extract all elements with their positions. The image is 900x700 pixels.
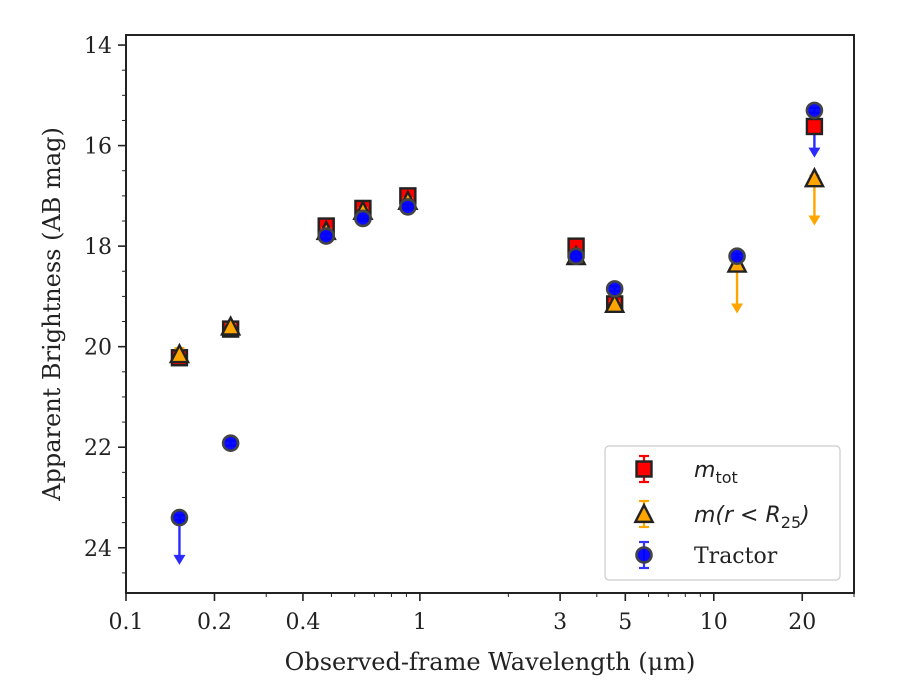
legend-marker-circle (635, 546, 653, 564)
x-tick-label: 20 (788, 610, 816, 635)
legend-marker-triangle (633, 502, 655, 524)
legend-marker-square (635, 460, 653, 478)
upper-limit-arrowhead (808, 215, 821, 226)
y-tick-label: 22 (84, 436, 112, 461)
y-tick-label: 16 (84, 135, 112, 160)
axes: 14 16 18 20 22 24 0.1 0.2 0.4 1 3 5 10 20 (84, 34, 855, 635)
upper-limit-arrowhead (731, 303, 744, 314)
data-point-triangle (168, 342, 191, 364)
y-tick-label: 24 (84, 537, 112, 562)
data-point-circle (170, 508, 189, 527)
x-tick-label: 3 (553, 610, 567, 635)
legend-label-main: m(r < R (694, 503, 781, 528)
data-point-circle (567, 247, 585, 265)
y-tick-label: 20 (84, 336, 112, 361)
legend-label: mtot (694, 458, 738, 487)
x-tick-label: 1 (413, 610, 427, 635)
x-tick-label: 0.2 (197, 610, 232, 635)
x-axis-label: Observed-frame Wavelength (μm) (285, 648, 696, 676)
data-point-circle (728, 247, 746, 265)
legend-label-tail: ) (799, 503, 810, 528)
legend-label-main: Tractor (694, 544, 778, 569)
legend-label-subscript: 25 (781, 513, 801, 532)
data-point-circle (399, 198, 417, 216)
legend: mtot m(r < R25) Tractor (604, 445, 841, 581)
legend-label: m(r < R25) (694, 503, 810, 532)
x-tick-label: 10 (700, 610, 728, 635)
x-tick-label: 0.4 (285, 610, 320, 635)
series-circle (170, 101, 824, 565)
data-point-triangle (220, 315, 242, 336)
plot-marks (168, 101, 826, 565)
data-point-circle (354, 209, 372, 228)
y-axis-label: Apparent Brightness (AB mag) (38, 127, 66, 502)
x-tick-label: 0.1 (109, 610, 144, 635)
data-point-circle (805, 101, 824, 120)
data-point-circle (605, 280, 624, 298)
data-point-square (805, 117, 824, 136)
legend-label: Tractor (694, 544, 778, 569)
upper-limit-arrowhead (173, 554, 186, 565)
legend-label-subscript: tot (715, 468, 737, 487)
legend-label-main: m (694, 458, 715, 483)
data-point-triangle (803, 166, 826, 188)
y-tick-label: 18 (84, 235, 112, 260)
data-point-circle (221, 434, 240, 452)
series-square (170, 117, 824, 367)
x-tick-label: 5 (618, 610, 632, 635)
y-tick-label: 14 (84, 34, 112, 59)
series-triangle (168, 166, 826, 364)
plot-frame (125, 34, 855, 594)
data-point-circle (317, 227, 336, 245)
legend-box (604, 445, 841, 581)
data-point-triangle (604, 292, 626, 314)
upper-limit-arrowhead (808, 147, 821, 158)
